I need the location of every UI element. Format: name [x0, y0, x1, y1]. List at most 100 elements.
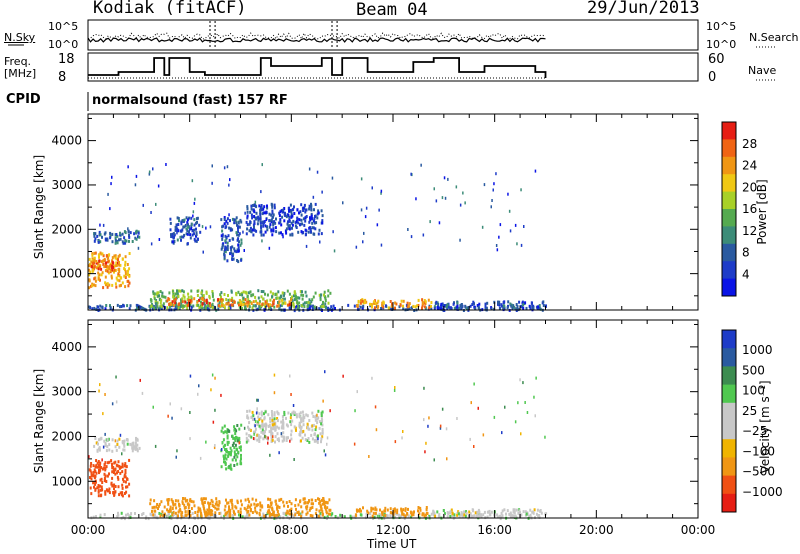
data-cell	[189, 236, 192, 240]
data-cell	[295, 413, 298, 417]
data-cell	[378, 515, 381, 518]
data-cell	[280, 426, 283, 430]
data-cell	[156, 503, 159, 506]
data-cell	[104, 281, 107, 285]
data-cell	[305, 413, 308, 417]
data-cell	[380, 191, 382, 195]
data-cell	[181, 501, 184, 505]
data-cell	[526, 411, 529, 414]
data-cell	[247, 504, 250, 508]
data-cell	[264, 230, 267, 234]
data-cell	[202, 294, 205, 298]
data-cell	[378, 208, 380, 212]
data-cell	[227, 509, 230, 513]
data-cell	[91, 284, 94, 288]
data-cell	[447, 177, 449, 181]
data-cell	[115, 448, 118, 452]
data-cell	[110, 482, 113, 486]
data-cell	[415, 197, 417, 201]
data-cell	[222, 431, 225, 435]
data-cell	[320, 209, 323, 213]
data-cell	[317, 211, 320, 215]
data-cell	[423, 418, 425, 422]
data-cell	[484, 302, 487, 306]
data-cell	[203, 299, 206, 303]
data-cell	[393, 389, 396, 392]
data-cell	[191, 512, 194, 515]
data-cell	[244, 290, 247, 294]
data-cell	[421, 298, 424, 302]
data-cell	[458, 514, 461, 518]
colorbar-tick-label: 16	[742, 202, 757, 216]
data-cell	[271, 209, 274, 213]
data-cell	[425, 441, 427, 445]
data-cell	[181, 219, 184, 223]
data-cell	[121, 494, 124, 498]
data-cell	[283, 212, 286, 216]
data-cell	[223, 514, 226, 518]
data-cell	[234, 453, 237, 457]
data-cell	[321, 429, 324, 433]
data-cell	[306, 505, 309, 509]
noise-panel-frame	[87, 19, 699, 51]
data-cell	[199, 507, 202, 511]
data-cell	[244, 302, 247, 306]
data-cell	[117, 470, 120, 473]
data-cell	[238, 299, 241, 302]
data-cell	[169, 515, 172, 519]
data-cell	[229, 451, 232, 454]
data-cell	[327, 512, 330, 516]
colorbar-tick-label: 20	[742, 180, 757, 194]
data-cell	[266, 293, 269, 297]
data-cell	[407, 507, 409, 511]
data-cell	[181, 511, 184, 515]
data-cell	[296, 208, 299, 212]
data-cell	[290, 221, 293, 225]
data-cell	[321, 419, 323, 423]
data-cell	[278, 439, 280, 443]
data-cell	[228, 429, 231, 433]
data-cell	[248, 434, 251, 437]
data-cell	[400, 299, 403, 303]
data-cell	[237, 221, 240, 225]
data-cell	[175, 305, 178, 309]
data-cell	[268, 430, 271, 434]
data-cell	[98, 468, 100, 472]
data-cell	[506, 509, 509, 513]
data-cell	[100, 485, 103, 489]
data-cell	[259, 508, 262, 512]
data-cell	[233, 512, 236, 516]
data-cell	[509, 229, 512, 233]
data-cell	[205, 306, 207, 310]
data-cell	[311, 424, 314, 428]
data-cell	[95, 261, 98, 265]
data-cell	[313, 208, 315, 212]
data-cell	[220, 465, 223, 469]
data-cell	[95, 471, 98, 475]
data-cell	[324, 507, 327, 511]
data-cell	[247, 425, 249, 429]
data-cell	[169, 402, 171, 406]
data-cell	[317, 497, 319, 501]
data-cell	[451, 514, 454, 517]
data-cell	[221, 441, 224, 445]
data-cell	[89, 476, 91, 479]
data-cell	[290, 433, 293, 437]
data-cell	[272, 223, 275, 227]
data-cell	[312, 226, 315, 230]
x-tick-label: 00:00	[681, 523, 716, 537]
data-cell	[321, 435, 324, 439]
data-cell	[376, 301, 379, 305]
data-cell	[251, 216, 254, 220]
data-cell	[232, 441, 235, 445]
data-cell	[230, 449, 233, 453]
data-cell	[516, 242, 518, 246]
data-cell	[100, 493, 103, 497]
data-cell	[237, 246, 240, 250]
data-cell	[118, 464, 121, 468]
data-cell	[306, 426, 309, 430]
data-cell	[476, 304, 479, 307]
data-cell	[252, 233, 255, 237]
data-cell	[242, 298, 245, 302]
data-cell	[141, 513, 144, 517]
